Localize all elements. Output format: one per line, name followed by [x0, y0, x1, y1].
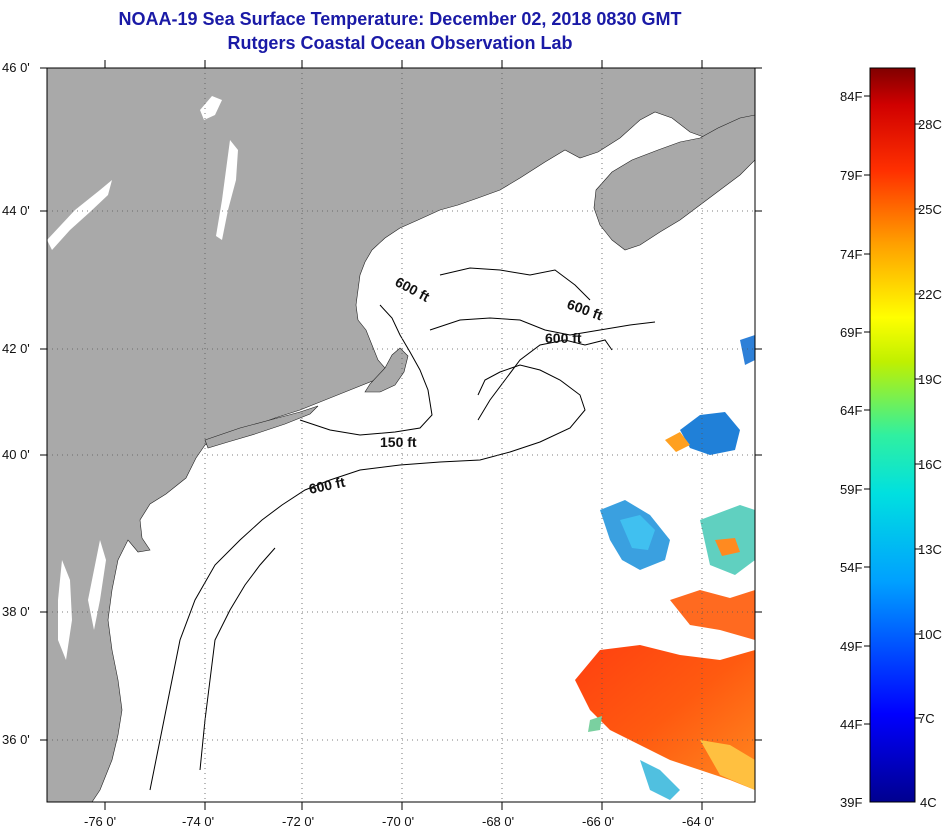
colorbar-c-label: 4C	[920, 795, 937, 810]
lat-label: 40 0'	[2, 447, 30, 462]
colorbar-f-label: 74F	[840, 247, 862, 262]
lon-label: -72 0'	[282, 814, 314, 829]
colorbar-f-label: 49F	[840, 639, 862, 654]
contour-label: 150 ft	[380, 434, 417, 450]
grid-lines	[47, 68, 755, 802]
lake-feature	[216, 140, 238, 240]
lon-label: -76 0'	[84, 814, 116, 829]
lake-feature	[88, 540, 106, 630]
bathymetry-contours	[149, 267, 656, 791]
lake-feature	[58, 560, 72, 660]
sst-data-patches	[575, 335, 755, 800]
colorbar-f-label: 54F	[840, 560, 862, 575]
colorbar-f-label: 84F	[840, 89, 862, 104]
colorbar-c-label: 22C	[918, 287, 942, 302]
lon-label: -74 0'	[182, 814, 214, 829]
colorbar-c-label: 19C	[918, 372, 942, 387]
land-mainland	[47, 68, 755, 802]
lon-label: -70 0'	[382, 814, 414, 829]
land-cape-cod	[364, 347, 409, 393]
lat-label: 46 0'	[2, 60, 30, 75]
lon-label: -66 0'	[582, 814, 614, 829]
colorbar-c-label: 16C	[918, 457, 942, 472]
map-title: NOAA-19 Sea Surface Temperature: Decembe…	[118, 9, 682, 29]
colorbar-f-label: 79F	[840, 168, 862, 183]
lat-label: 44 0'	[2, 203, 30, 218]
colorbar-f-label: 64F	[840, 403, 862, 418]
land-nova-scotia	[593, 114, 755, 251]
colorbar-ticks	[864, 95, 921, 725]
land-long-island	[204, 405, 319, 449]
lat-label: 42 0'	[2, 341, 30, 356]
lat-label: 36 0'	[2, 732, 30, 747]
colorbar-c-label: 25C	[918, 202, 942, 217]
lat-label: 38 0'	[2, 604, 30, 619]
map-subtitle: Rutgers Coastal Ocean Observation Lab	[227, 33, 573, 53]
lake-feature	[47, 180, 112, 250]
axis-ticks	[40, 60, 762, 810]
colorbar-c-label: 28C	[918, 117, 942, 132]
lon-label: -64 0'	[682, 814, 714, 829]
colorbar-c-label: 10C	[918, 627, 942, 642]
colorbar-f-label: 59F	[840, 482, 862, 497]
contour-label: 600 ft	[307, 474, 346, 497]
lake-feature	[150, 700, 168, 740]
lon-label: -68 0'	[482, 814, 514, 829]
contour-label: 600 ft	[545, 330, 582, 346]
lake-feature	[200, 96, 222, 120]
colorbar-f-label: 44F	[840, 717, 862, 732]
colorbar-c-label: 7C	[918, 711, 935, 726]
colorbar	[869, 67, 916, 803]
colorbar-c-label: 13C	[918, 542, 942, 557]
colorbar-f-label: 69F	[840, 325, 862, 340]
colorbar-f-label: 39F	[840, 795, 862, 810]
map-frame	[46, 67, 756, 803]
